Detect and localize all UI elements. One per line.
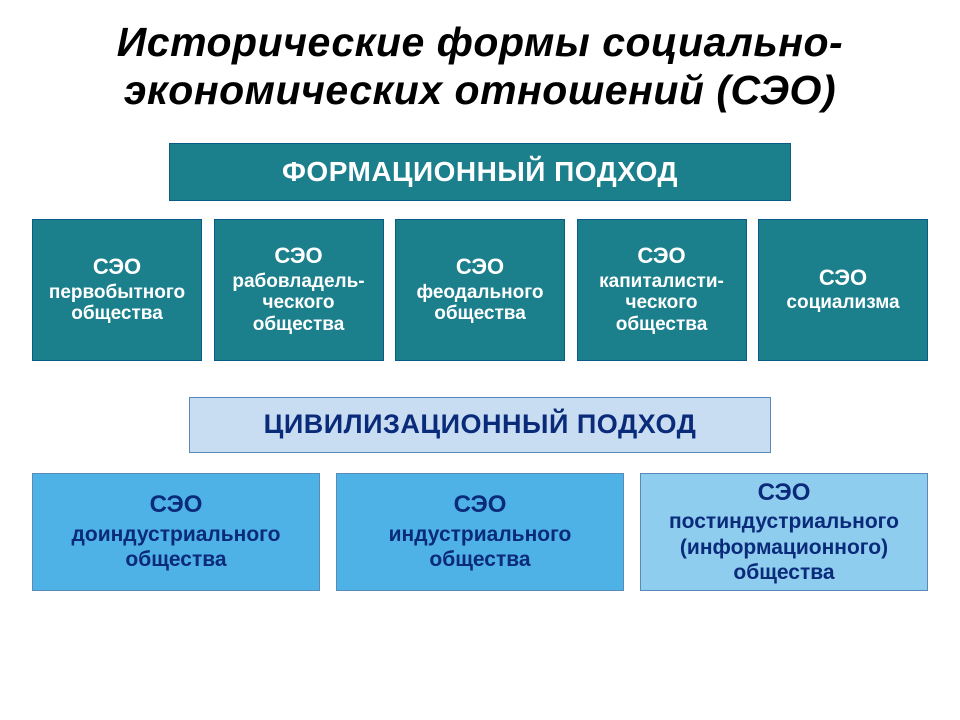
- cell-sub: капиталисти-: [599, 271, 724, 293]
- cell-label: СЭО: [819, 265, 867, 290]
- cell-label: СЭО: [150, 491, 203, 520]
- approach1-header-text: ФОРМАЦИОННЫЙ ПОДХОД: [282, 156, 678, 188]
- cell-sub: ческого: [262, 292, 334, 314]
- cell-label: СЭО: [93, 254, 141, 279]
- cell-sub: феодального: [416, 282, 543, 304]
- cell-sub: постиндустриального: [669, 509, 899, 534]
- approach2-row: СЭО доиндустриального общества СЭО индус…: [30, 473, 930, 591]
- cell-sub: общества: [429, 547, 530, 572]
- approach1-cell-5: СЭО социализма: [758, 219, 928, 361]
- approach1-cell-2: СЭО рабовладель- ческого общества: [214, 219, 384, 361]
- cell-sub: социализма: [786, 292, 899, 314]
- cell-sub: первобытного: [49, 282, 185, 304]
- approach2-cell-1: СЭО доиндустриального общества: [32, 473, 320, 591]
- approach1-cell-3: СЭО феодального общества: [395, 219, 565, 361]
- slide: Исторические формы социально- экономичес…: [0, 0, 960, 720]
- approach2-cell-2: СЭО индустриального общества: [336, 473, 624, 591]
- cell-sub: общества: [125, 547, 226, 572]
- cell-sub: общества: [733, 560, 834, 585]
- cell-label: СЭО: [637, 243, 685, 268]
- cell-sub: доиндустриального: [72, 522, 281, 547]
- approach2-header: ЦИВИЛИЗАЦИОННЫЙ ПОДХОД: [189, 397, 771, 453]
- approach1-cell-1: СЭО первобытного общества: [32, 219, 202, 361]
- approach1-header: ФОРМАЦИОННЫЙ ПОДХОД: [169, 143, 791, 201]
- title-line-1: Исторические формы социально-: [117, 19, 843, 65]
- cell-sub: общества: [253, 314, 345, 336]
- approach2-cell-3: СЭО постиндустриального (информационного…: [640, 473, 928, 591]
- cell-label: СЭО: [456, 254, 504, 279]
- approach1-cell-4: СЭО капиталисти- ческого общества: [577, 219, 747, 361]
- title-line-2: экономических отношений (СЭО): [124, 67, 836, 113]
- cell-sub: (информационного): [680, 535, 888, 560]
- cell-sub: общества: [71, 303, 163, 325]
- page-title: Исторические формы социально- экономичес…: [30, 18, 930, 115]
- approach1-row: СЭО первобытного общества СЭО рабовладел…: [30, 219, 930, 361]
- approach2-header-text: ЦИВИЛИЗАЦИОННЫЙ ПОДХОД: [264, 409, 697, 440]
- cell-label: СЭО: [454, 491, 507, 520]
- cell-sub: рабовладель-: [232, 271, 364, 293]
- cell-sub: ческого: [625, 292, 697, 314]
- cell-sub: индустриального: [389, 522, 572, 547]
- cell-label: СЭО: [758, 479, 811, 508]
- cell-sub: общества: [616, 314, 708, 336]
- cell-label: СЭО: [274, 243, 322, 268]
- cell-sub: общества: [434, 303, 526, 325]
